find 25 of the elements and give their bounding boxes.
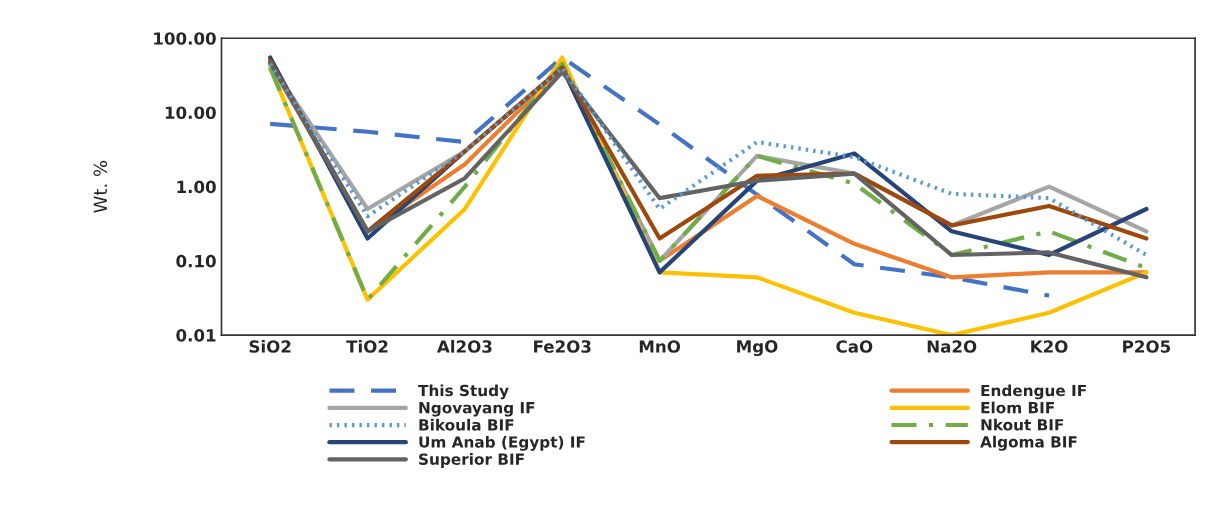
x-tick-label: K2O [1031, 340, 1068, 353]
legend-label: Algoma BIF [980, 435, 1077, 451]
x-tick-label: SiO2 [249, 339, 291, 353]
legend-label: This Study [418, 384, 509, 400]
legend-label: Superior BIF [419, 453, 524, 468]
legend-label: Um Anab (Egypt) IF [419, 435, 585, 451]
y-tick-label: 1.00 [177, 180, 216, 194]
legend-label: Elom BIF [981, 401, 1054, 414]
legend-label: Nkout BIF [981, 418, 1064, 431]
x-tick-label: TiO2 [346, 339, 388, 353]
x-tick-label: Na2O [927, 340, 977, 353]
x-tick-label: Fe2O3 [534, 340, 591, 353]
legend-label: Bikoula BIF [419, 418, 514, 431]
y-tick-label: 0.10 [176, 254, 216, 268]
x-tick-label: MgO [737, 340, 778, 357]
legend-label: Ngovayang IF [419, 402, 535, 417]
legend-label: Endengue IF [981, 384, 1086, 400]
x-tick-label: Al2O3 [436, 339, 492, 353]
y-tick-label: 0.01 [176, 329, 216, 342]
x-tick-label: CaO [836, 340, 873, 353]
x-tick-label: MnO [639, 340, 681, 353]
y-tick-label: 10.00 [165, 106, 216, 120]
y-tick-label: 100.00 [154, 32, 216, 45]
x-tick-label: P2O5 [1123, 340, 1171, 353]
y-axis-title: Wt. % [93, 160, 108, 213]
